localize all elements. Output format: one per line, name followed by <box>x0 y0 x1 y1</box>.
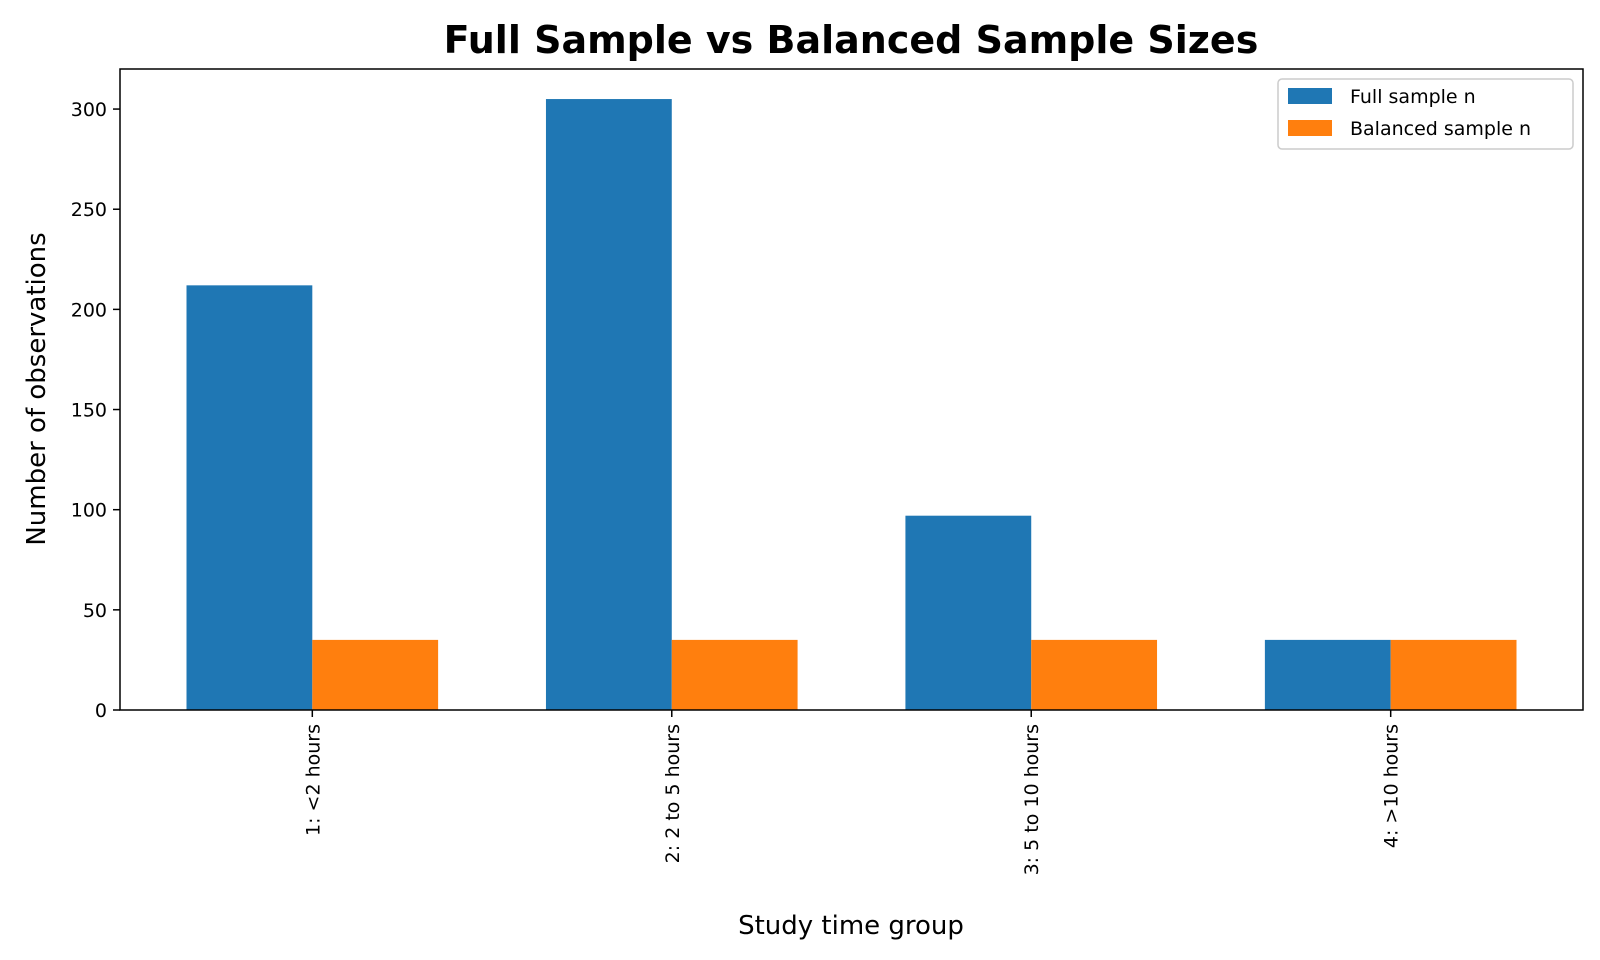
bar-balanced-3 <box>1031 639 1158 710</box>
y-tick-label: 200 <box>71 299 107 321</box>
plot-frame <box>119 68 1584 711</box>
bar-balanced-1 <box>312 639 439 710</box>
bar-full-1 <box>186 285 313 710</box>
bar-full-4 <box>1264 639 1391 710</box>
bar-balanced-2 <box>671 639 798 710</box>
x-axis-label: Study time group <box>738 911 964 941</box>
legend-label: Balanced sample n <box>1350 118 1531 140</box>
bar-balanced-4 <box>1390 639 1517 710</box>
chart-title: Full Sample vs Balanced Sample Sizes <box>444 18 1259 62</box>
bar-full-3 <box>905 515 1032 710</box>
y-tick-label: 300 <box>71 99 107 121</box>
legend-swatch <box>1288 120 1332 136</box>
y-tick-label: 150 <box>71 400 107 422</box>
x-tick-label: 2: 2 to 5 hours <box>662 724 684 863</box>
x-tick-label: 3: 5 to 10 hours <box>1021 724 1043 875</box>
x-axis: 1: <2 hours 2: 2 to 5 hours 3: 5 to 10 hou… <box>302 710 1403 875</box>
legend-label: Full sample n <box>1350 86 1476 108</box>
legend-swatch <box>1288 88 1332 104</box>
y-axis: 0 50 100 150 200 250 300 <box>71 99 120 722</box>
y-tick-label: 0 <box>95 700 107 722</box>
y-tick-label: 50 <box>83 600 107 622</box>
legend-box <box>1277 78 1574 150</box>
bars-group <box>186 99 1517 710</box>
y-tick-label: 250 <box>71 199 107 221</box>
y-axis-label: Number of observations <box>22 232 52 545</box>
y-tick-label: 100 <box>71 500 107 522</box>
bar-full-2 <box>545 99 672 710</box>
x-tick-label: 4: >10 hours <box>1381 724 1403 848</box>
x-tick-label: 1: <2 hours <box>302 724 324 836</box>
legend: Full sample n Balanced sample n <box>1277 78 1574 150</box>
